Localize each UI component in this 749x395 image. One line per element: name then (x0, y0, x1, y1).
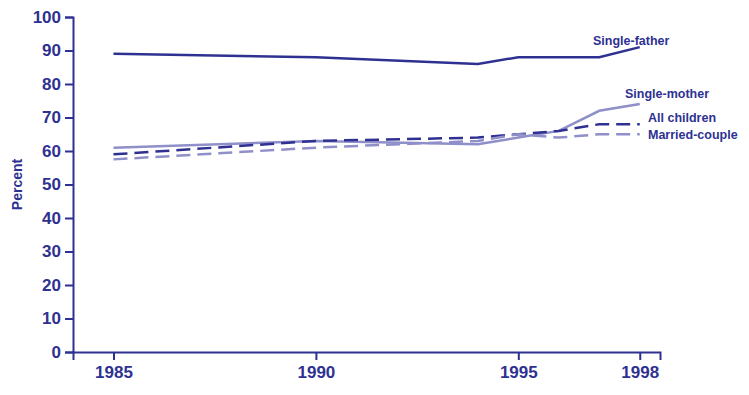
y-tick-mark (65, 50, 73, 52)
y-tick: 90 (42, 41, 73, 60)
x-tick: 1995 (500, 352, 538, 382)
series-line (113, 124, 639, 154)
series-line (113, 47, 639, 64)
y-tick-label: 70 (42, 108, 61, 127)
y-tick-label: 50 (42, 175, 61, 194)
chart: 0 10 20 30 40 50 60 70 80 90 100 1985 1990 1995 1998 Pe… (0, 0, 749, 395)
series-line (113, 134, 639, 159)
y-tick-label: 0 (52, 343, 61, 362)
x-tick-mark (639, 352, 641, 360)
x-tick: 1998 (621, 352, 659, 382)
y-tick-mark (65, 117, 73, 119)
y-tick: 60 (42, 142, 73, 161)
y-tick: 50 (42, 175, 73, 194)
y-tick-label: 60 (42, 142, 61, 161)
x-tick-mark (315, 352, 317, 360)
x-axis-line (74, 353, 661, 361)
y-tick-label: 40 (42, 209, 61, 228)
y-tick: 30 (42, 242, 73, 261)
y-tick: 70 (42, 108, 73, 127)
y-tick: 0 (52, 343, 73, 362)
y-tick-mark (65, 285, 73, 287)
x-tick-mark (518, 352, 520, 360)
y-tick-label: 80 (42, 75, 61, 94)
y-tick-mark (65, 318, 73, 320)
y-tick: 100 (33, 8, 73, 27)
y-tick-mark (65, 251, 73, 253)
x-tick-label: 1998 (621, 363, 659, 382)
y-tick: 80 (42, 75, 73, 94)
y-axis-title: Percent (9, 158, 25, 210)
x-tick: 1990 (297, 352, 335, 382)
y-tick-label: 10 (42, 309, 61, 328)
series-label: Single-mother (625, 87, 709, 101)
y-tick-mark (65, 84, 73, 86)
y-tick: 40 (42, 209, 73, 228)
y-tick-mark (65, 218, 73, 220)
y-tick: 10 (42, 309, 73, 328)
x-tick-label: 1990 (297, 363, 335, 382)
y-axis: 0 10 20 30 40 50 60 70 80 90 100 (33, 8, 74, 362)
series-label: Single-father (593, 34, 670, 48)
x-axis: 1985 1990 1995 1998 (74, 352, 661, 382)
x-tick-label: 1985 (95, 363, 133, 382)
y-axis-line (65, 18, 74, 353)
series-label: Married-couple (648, 128, 738, 142)
y-tick-label: 100 (33, 8, 61, 27)
y-tick-mark (65, 184, 73, 186)
x-tick-label: 1995 (500, 363, 538, 382)
y-tick-label: 30 (42, 242, 61, 261)
y-tick-label: 20 (42, 276, 61, 295)
series-line (113, 104, 639, 148)
y-tick-mark (65, 352, 73, 354)
y-tick-mark (65, 17, 73, 19)
series-label: All children (648, 111, 716, 125)
y-tick-label: 90 (42, 41, 61, 60)
x-tick-mark (113, 352, 115, 360)
x-tick: 1985 (95, 352, 133, 382)
y-tick: 20 (42, 276, 73, 295)
plot-area (113, 47, 639, 159)
y-tick-mark (65, 151, 73, 153)
